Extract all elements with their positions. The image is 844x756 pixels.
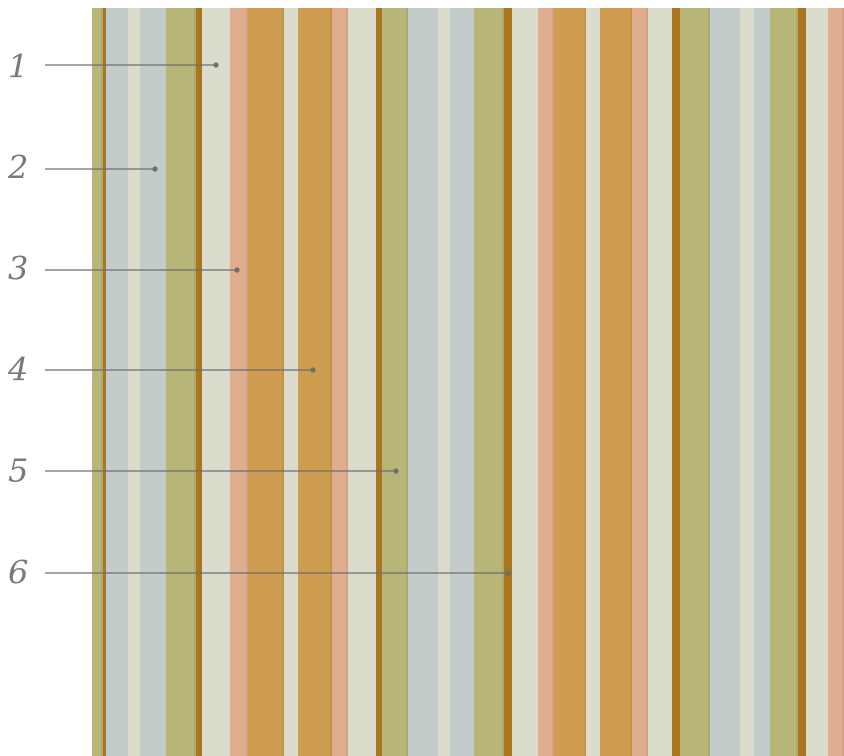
stripe-edge-34 [796, 8, 798, 756]
callout-number-3: 3 [8, 249, 29, 288]
stripe-edge-12 [330, 8, 332, 756]
stripe-2 [103, 8, 106, 756]
callout-number-4: 4 [8, 350, 29, 389]
stripe-edge-30 [708, 8, 710, 756]
stripe-10 [248, 8, 284, 756]
stripe-edge-37 [842, 8, 844, 756]
stripe-6 [166, 8, 196, 756]
stripe-24 [554, 8, 586, 756]
stripe-7 [196, 8, 202, 756]
stripe-36 [806, 8, 828, 756]
stripe-12 [298, 8, 332, 756]
stripe-37 [828, 8, 844, 756]
stripe-edge-20 [502, 8, 504, 756]
stripe-22 [512, 8, 538, 756]
stripe-34 [770, 8, 798, 756]
stripe-edge-9 [246, 8, 248, 756]
stripe-29 [672, 8, 680, 756]
stripe-edge-26 [630, 8, 632, 756]
stripe-31 [710, 8, 740, 756]
stripe-30 [680, 8, 710, 756]
stripe-edge-1 [101, 8, 103, 756]
stripe-16 [382, 8, 408, 756]
stripe-edge-6 [194, 8, 196, 756]
stripe-15 [376, 8, 382, 756]
stripe-13 [332, 8, 348, 756]
stripe-25 [586, 8, 600, 756]
stripe-28 [648, 8, 672, 756]
stripe-edge-23 [552, 8, 554, 756]
stripe-3 [106, 8, 128, 756]
stripe-edge-27 [646, 8, 648, 756]
stripe-23 [538, 8, 554, 756]
stripe-9 [230, 8, 248, 756]
stripe-33 [754, 8, 770, 756]
stripe-edge-16 [406, 8, 408, 756]
stripe-35 [798, 8, 806, 756]
stripe-20 [474, 8, 504, 756]
stripe-27 [632, 8, 648, 756]
stripe-8 [202, 8, 230, 756]
striped-wallpaper-swatch [92, 8, 844, 756]
stripe-21 [504, 8, 512, 756]
callout-number-5: 5 [8, 451, 29, 490]
callout-number-6: 6 [8, 553, 29, 592]
callout-number-2: 2 [8, 148, 29, 187]
stripe-18 [438, 8, 450, 756]
stripe-17 [408, 8, 438, 756]
stripe-edge-13 [346, 8, 348, 756]
stripe-5 [140, 8, 166, 756]
stripe-1 [92, 8, 103, 756]
stripe-26 [600, 8, 632, 756]
stripe-19 [450, 8, 474, 756]
stripe-14 [348, 8, 376, 756]
stripe-edge-10 [282, 8, 284, 756]
stripe-edge-24 [584, 8, 586, 756]
stripe-11 [284, 8, 298, 756]
stripe-4 [128, 8, 140, 756]
stripe-32 [740, 8, 754, 756]
callout-number-1: 1 [8, 47, 29, 86]
